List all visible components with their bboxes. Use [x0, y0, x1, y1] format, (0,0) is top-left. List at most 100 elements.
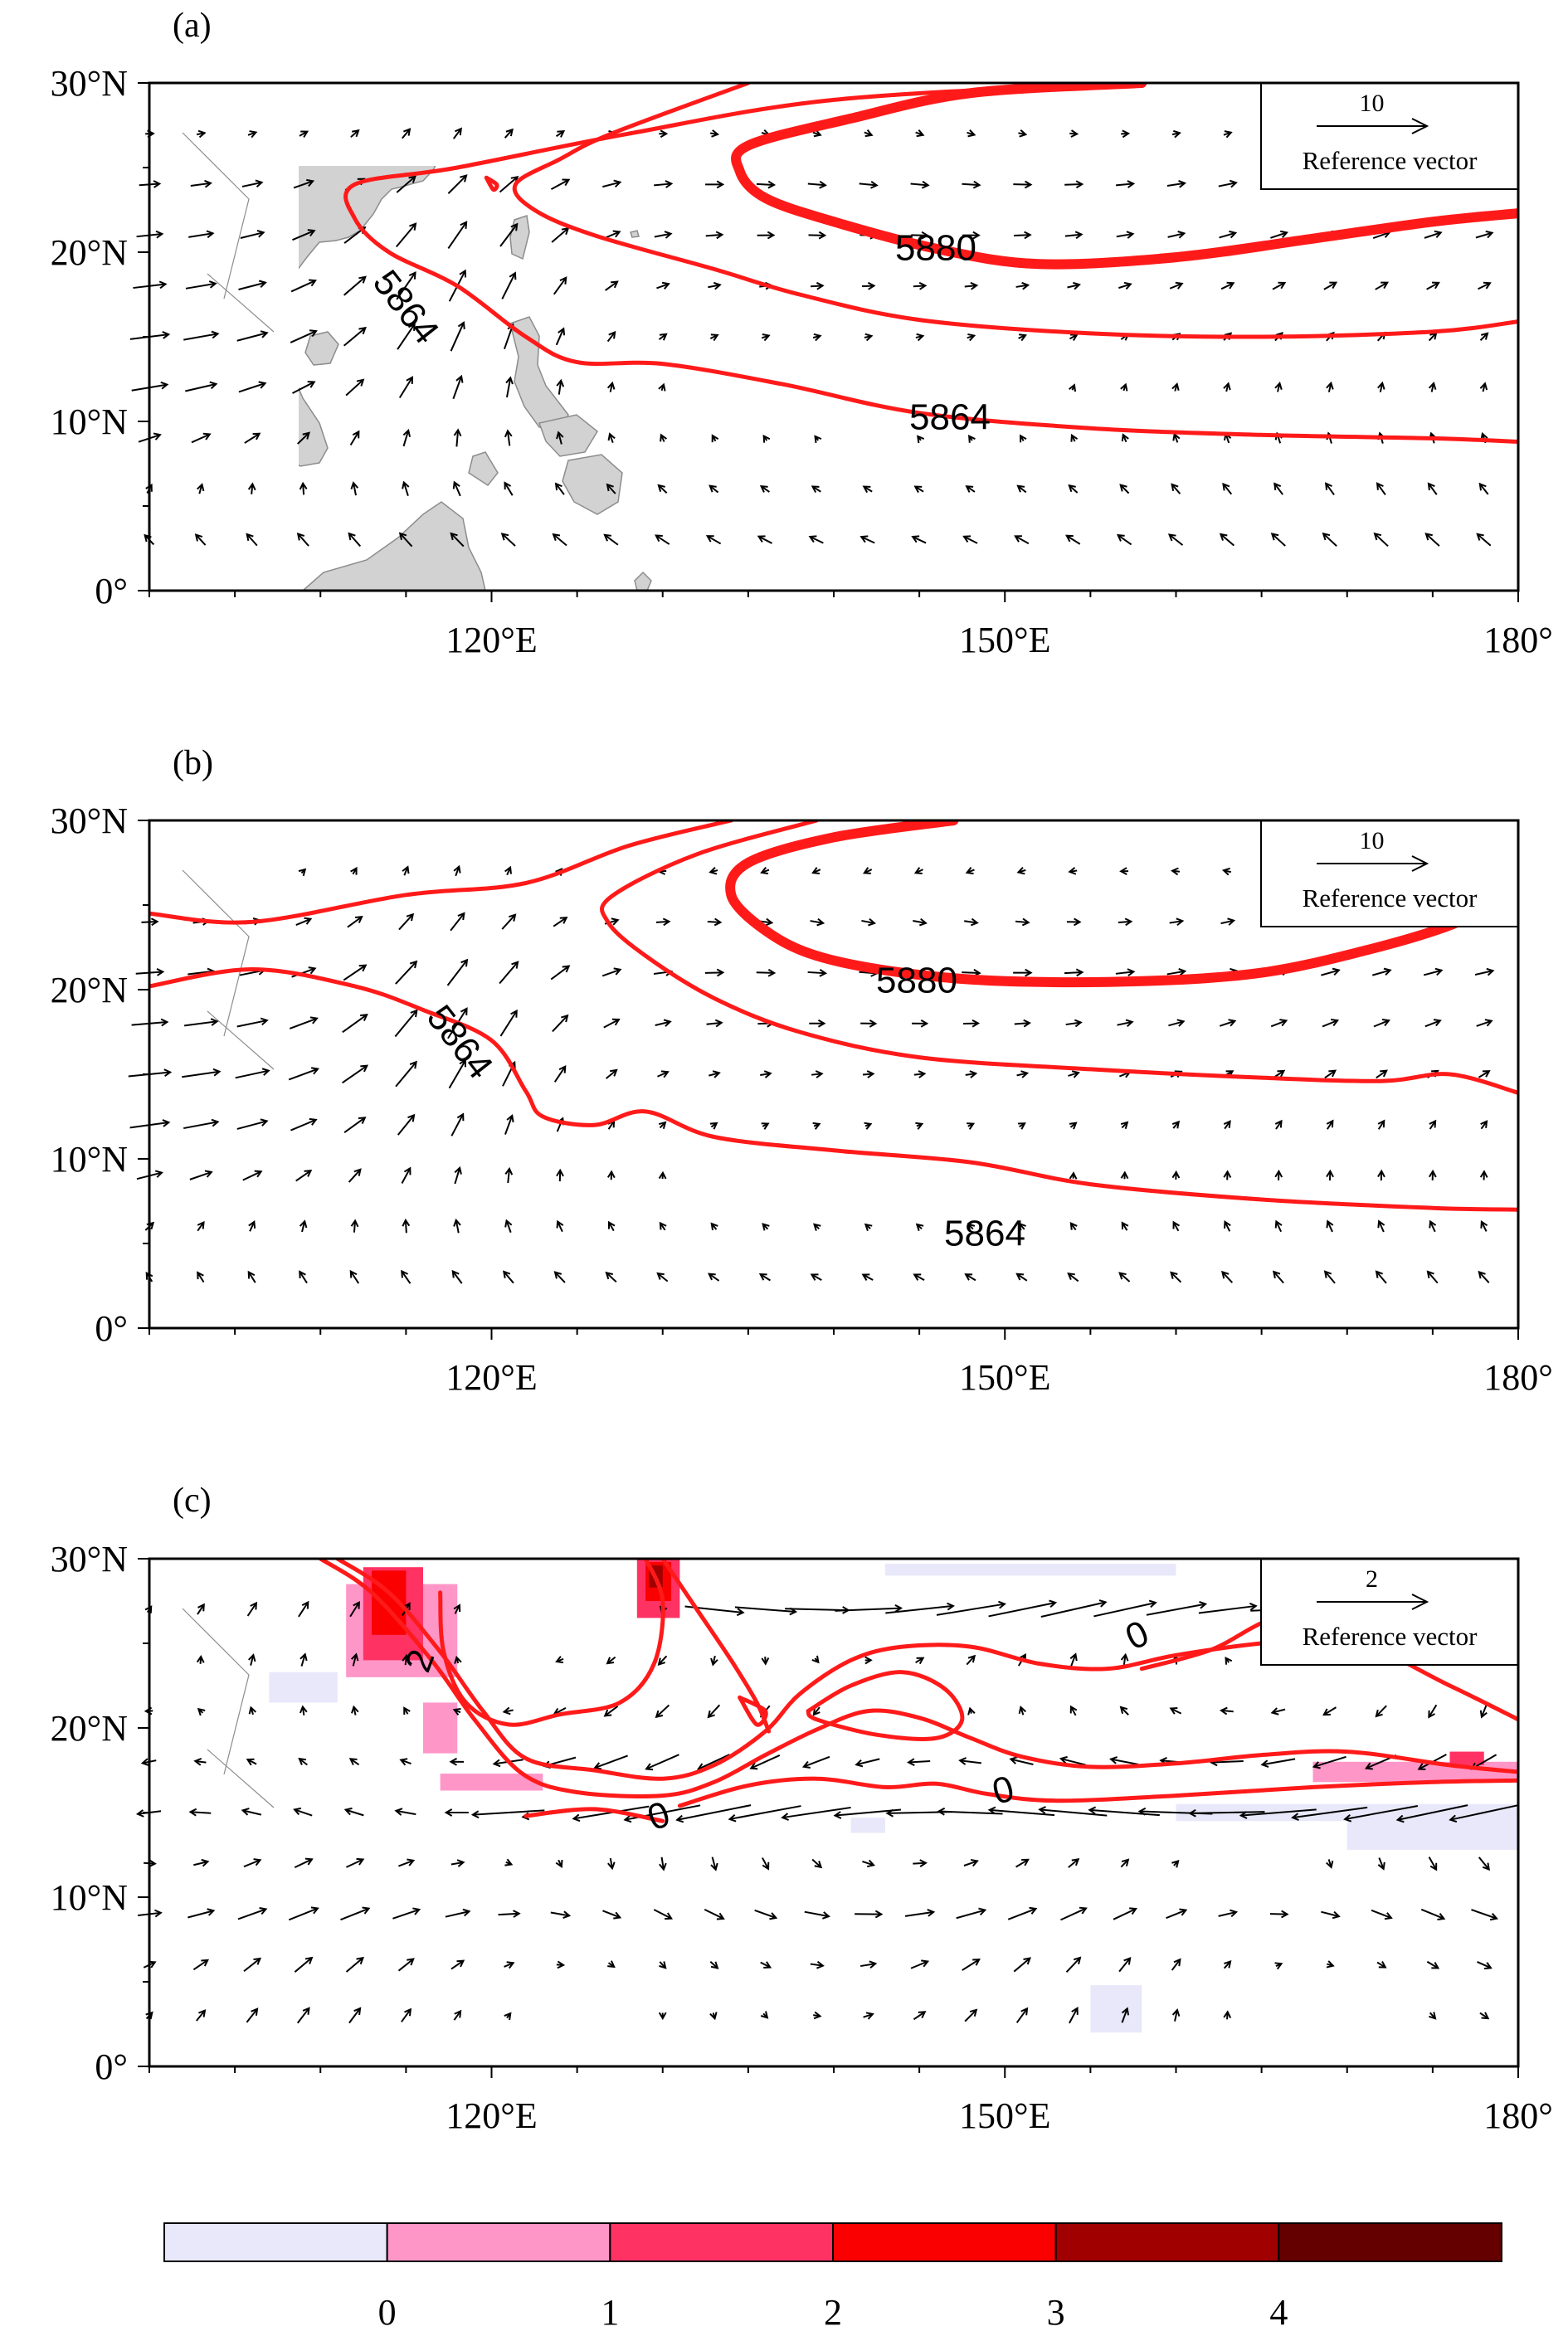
wind-vector-head — [916, 129, 925, 138]
wind-vector-head — [150, 917, 159, 927]
wind-vector-head — [556, 431, 564, 440]
wind-vector-head — [1479, 1710, 1488, 1719]
wind-vector — [1371, 1909, 1392, 1919]
wind-vector-head — [711, 129, 720, 138]
wind-vector-head — [813, 1223, 821, 1231]
wind-vector-head — [1280, 230, 1289, 239]
wind-vector — [499, 961, 519, 985]
wind-vector — [988, 1601, 1056, 1618]
wind-vector-head — [358, 964, 368, 972]
wind-vector-head — [188, 1808, 197, 1817]
wind-vector — [242, 1809, 262, 1816]
wind-vector — [401, 1167, 411, 1184]
wind-vector-head — [967, 435, 976, 443]
wind-vector-head — [1021, 917, 1030, 927]
wind-vector-head — [1417, 1763, 1426, 1770]
wind-vector-head — [452, 1708, 461, 1716]
wind-vector-head — [362, 1906, 371, 1915]
wind-vector-head — [407, 1958, 415, 1966]
wind-vector-head — [308, 966, 317, 975]
wind-vector-head — [862, 867, 871, 874]
wind-vector — [1474, 970, 1493, 976]
wind-vector — [1423, 969, 1442, 976]
wind-vector-head — [864, 1656, 873, 1665]
contour-line-0 — [318, 1559, 1518, 1798]
wind-vector-head — [559, 917, 568, 924]
wind-vector-head — [1029, 1906, 1038, 1915]
wind-vector — [295, 917, 311, 926]
wind-vector-head — [918, 2011, 927, 2018]
wind-vector-head — [1229, 230, 1238, 239]
wind-vector-head — [197, 1271, 204, 1280]
wind-vector-head — [658, 1121, 667, 1130]
wind-vector-head — [409, 1060, 417, 1069]
contour-line-5864 — [600, 820, 1518, 1095]
wind-vector-head — [814, 1860, 823, 1869]
wind-vector-head — [455, 374, 464, 383]
wind-vector-head — [610, 1068, 618, 1077]
wind-vector — [1221, 1271, 1234, 1283]
wind-vector — [244, 432, 261, 444]
wind-vector-head — [921, 231, 929, 240]
wind-vector — [553, 1707, 567, 1716]
shading-cell — [1449, 1751, 1484, 1765]
wind-vector-head — [661, 281, 670, 290]
wind-vector-head — [866, 1859, 875, 1868]
wind-vector-head — [1014, 535, 1022, 543]
wind-vector-head — [967, 129, 976, 138]
wind-vector-head — [350, 866, 358, 875]
reference-vector-value: 10 — [1360, 90, 1385, 117]
wind-vector-head — [454, 127, 462, 136]
colorbar-swatch — [832, 2222, 1057, 2262]
wind-vector-head — [915, 1223, 924, 1231]
wind-vector-head — [252, 432, 261, 440]
wind-vector-head — [1025, 968, 1033, 977]
wind-vector-head — [1069, 333, 1079, 342]
y-tick-label: 30°N — [51, 801, 128, 841]
wind-vector — [551, 227, 569, 243]
wind-vector-head — [310, 1906, 319, 1915]
reference-vector-value: 10 — [1360, 827, 1385, 854]
wind-vector-head — [557, 130, 566, 138]
wind-vector-head — [763, 1070, 772, 1078]
wind-vector — [450, 533, 465, 548]
wind-vector-head — [306, 178, 315, 187]
wind-vector-head — [1433, 1019, 1442, 1027]
wind-vector — [1219, 231, 1236, 239]
wind-vector — [963, 535, 978, 544]
wind-vector — [503, 1271, 514, 1284]
wind-vector-head — [1343, 1814, 1352, 1823]
wind-vector — [1060, 1758, 1086, 1766]
wind-vector-head — [1377, 1862, 1385, 1871]
wind-vector — [398, 377, 413, 399]
wind-vector-head — [353, 2007, 362, 2016]
wind-vector-head — [613, 179, 622, 188]
wind-vector — [190, 182, 212, 187]
wind-vector — [554, 1271, 566, 1283]
wind-vector — [1118, 534, 1132, 546]
wind-vector-head — [1116, 533, 1125, 542]
wind-vector-head — [1125, 1019, 1134, 1028]
wind-vector-head — [260, 1118, 269, 1127]
wind-vector-head — [967, 1122, 976, 1130]
wind-vector — [299, 1271, 308, 1284]
wind-vector-head — [451, 1269, 460, 1278]
wind-vector — [552, 1015, 568, 1033]
wind-vector-head — [965, 867, 974, 875]
wind-vector-head — [593, 1762, 602, 1770]
wind-vector-head — [160, 1018, 169, 1027]
wind-vector-head — [296, 532, 305, 541]
wind-vector-head — [154, 1170, 163, 1178]
reference-vector-arrowhead — [1411, 1594, 1429, 1610]
wind-vector-head — [1038, 1806, 1046, 1814]
wind-vector-head — [260, 330, 269, 338]
wind-vector — [655, 1704, 670, 1718]
wind-vector-head — [711, 434, 719, 443]
wind-vector-head — [709, 1122, 718, 1130]
wind-vector — [835, 1607, 902, 1612]
wind-vector — [504, 482, 514, 496]
wind-vector — [506, 377, 512, 398]
y-tick-label: 10°N — [51, 1877, 128, 1918]
wind-vector — [862, 1273, 874, 1281]
wind-vector-head — [1024, 231, 1032, 240]
